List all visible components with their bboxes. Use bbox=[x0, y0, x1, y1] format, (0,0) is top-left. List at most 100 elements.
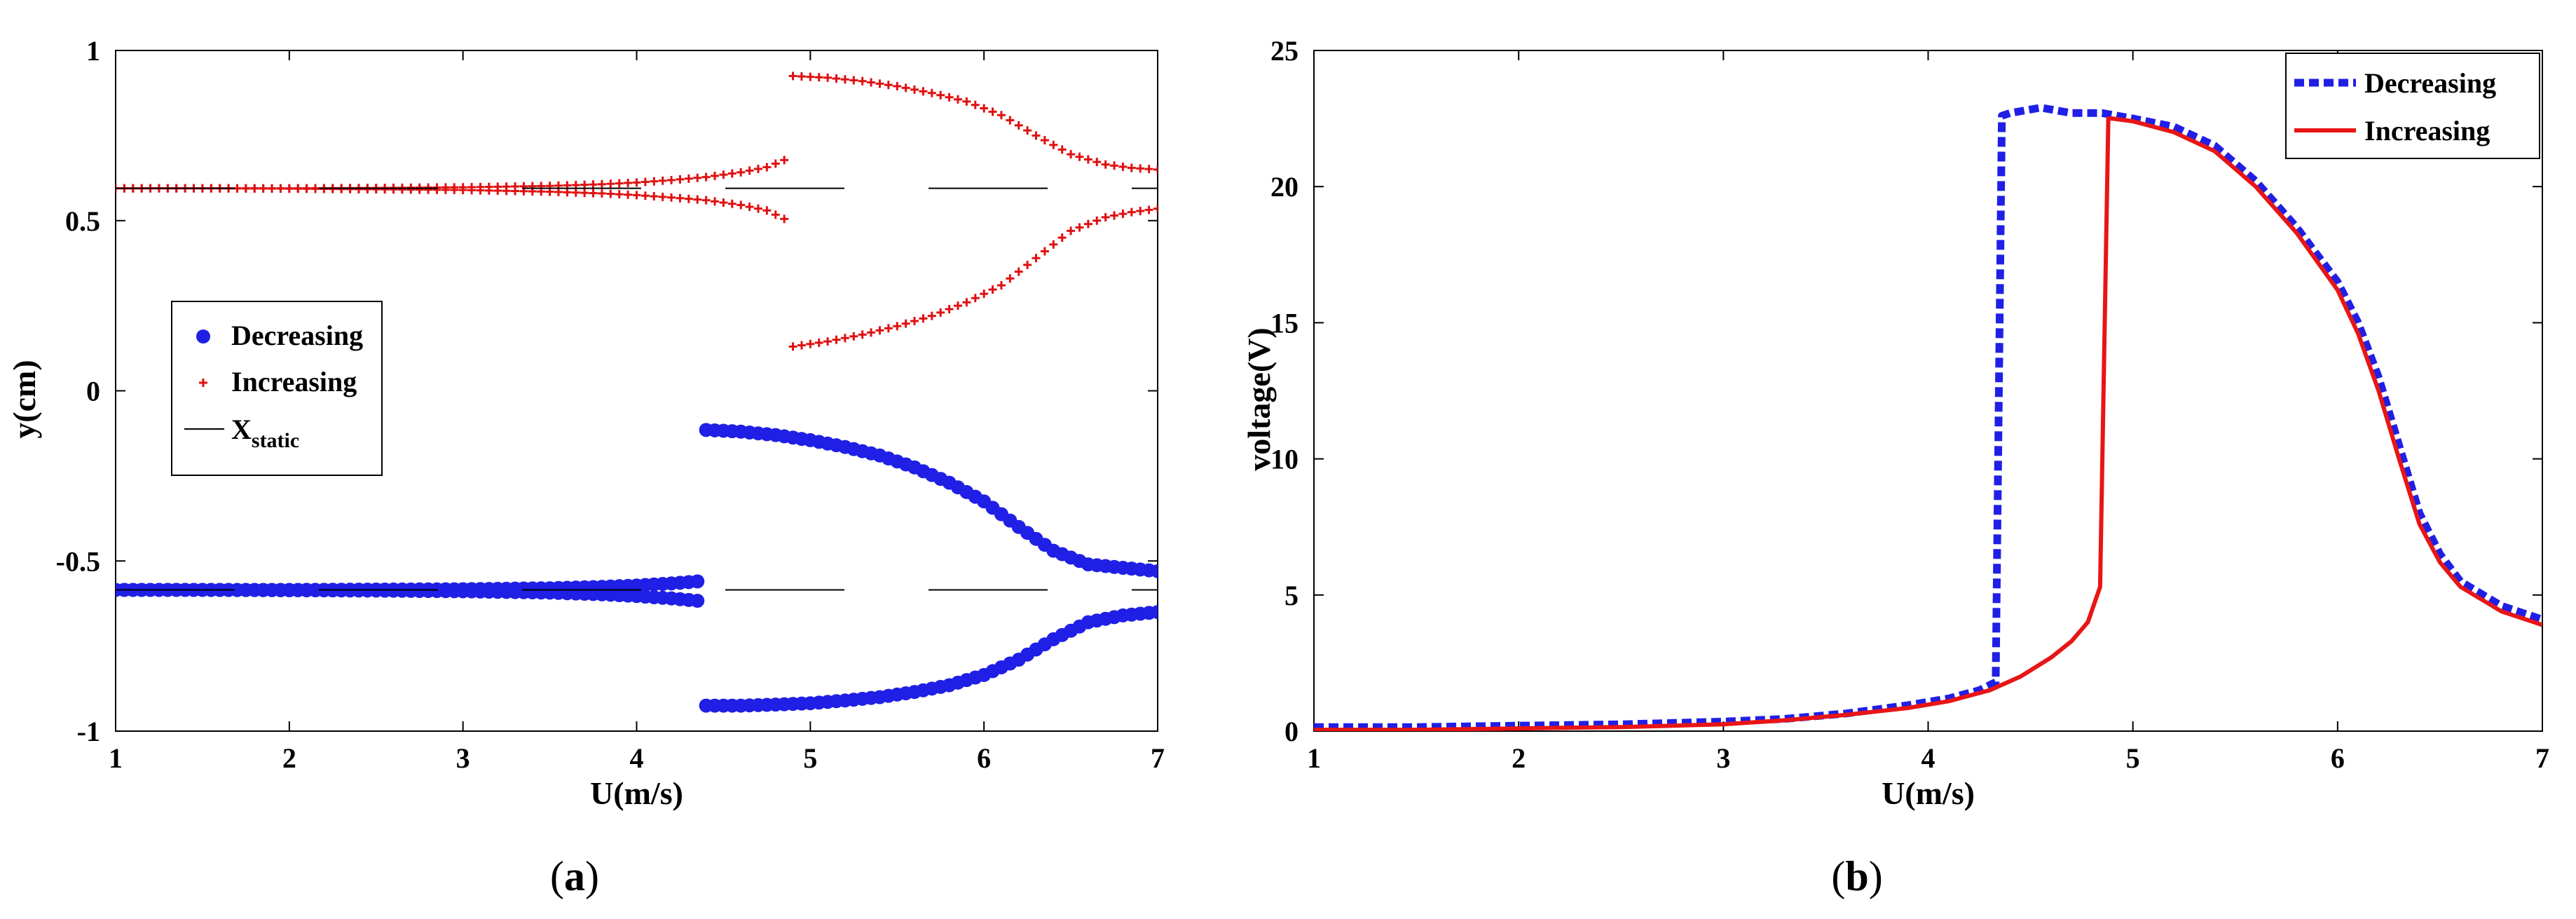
panel-letter: a bbox=[564, 853, 585, 899]
legend-static-sub: static bbox=[252, 429, 299, 452]
data-point bbox=[371, 185, 381, 194]
data-point bbox=[250, 184, 259, 193]
data-point bbox=[632, 178, 641, 187]
data-point bbox=[840, 334, 849, 343]
data-point bbox=[337, 184, 346, 193]
data-point bbox=[450, 185, 459, 194]
data-point bbox=[1092, 158, 1102, 167]
data-point bbox=[615, 190, 624, 199]
legend-static-main: X bbox=[231, 414, 252, 445]
data-point bbox=[893, 81, 902, 90]
y-tick-label: -1 bbox=[77, 716, 100, 747]
data-point bbox=[693, 195, 702, 204]
data-point bbox=[589, 180, 598, 189]
data-point bbox=[597, 179, 606, 189]
data-point bbox=[1153, 204, 1158, 213]
data-point bbox=[1136, 164, 1145, 173]
data-point bbox=[893, 322, 902, 331]
data-point bbox=[910, 85, 919, 94]
data-point bbox=[1023, 126, 1032, 135]
data-point bbox=[1014, 121, 1023, 130]
data-point bbox=[849, 76, 858, 85]
plot-area bbox=[116, 72, 1158, 713]
data-point bbox=[771, 210, 780, 219]
data-point bbox=[988, 107, 997, 116]
data-point bbox=[962, 298, 971, 307]
data-point bbox=[1040, 136, 1049, 145]
data-point bbox=[1101, 212, 1110, 222]
data-point bbox=[1040, 247, 1049, 256]
data-point bbox=[1006, 116, 1015, 125]
data-point bbox=[1136, 206, 1145, 215]
data-point bbox=[667, 175, 676, 184]
series-x-static bbox=[116, 187, 1158, 591]
y-tick-label: 0 bbox=[86, 376, 100, 407]
x-tick-label: 1 bbox=[109, 742, 123, 774]
data-point bbox=[345, 184, 355, 193]
data-point bbox=[1014, 267, 1023, 276]
data-point bbox=[780, 156, 789, 165]
data-point bbox=[632, 191, 641, 200]
x-tick-label: 4 bbox=[1921, 742, 1936, 774]
data-point bbox=[580, 189, 589, 198]
data-point bbox=[945, 93, 954, 102]
data-point bbox=[901, 319, 910, 328]
data-point bbox=[884, 81, 893, 90]
data-point bbox=[1110, 211, 1119, 220]
data-point bbox=[1127, 163, 1136, 172]
plot-area bbox=[1314, 104, 2542, 731]
data-point bbox=[363, 184, 372, 193]
x-tick-label: 7 bbox=[1151, 742, 1165, 774]
data-point bbox=[554, 187, 563, 196]
data-point bbox=[1092, 216, 1102, 225]
panel-label: (a) bbox=[550, 853, 599, 899]
data-point bbox=[285, 184, 294, 193]
y-axis-label: voltage(V) bbox=[1241, 327, 1277, 470]
data-point bbox=[980, 104, 989, 113]
data-point bbox=[823, 73, 833, 82]
x-axis-label: U(m/s) bbox=[1882, 775, 1975, 811]
y-tick-label: 10 bbox=[1270, 444, 1299, 475]
data-point bbox=[780, 215, 789, 224]
data-point bbox=[294, 184, 303, 193]
data-point bbox=[615, 179, 624, 188]
data-point bbox=[311, 184, 320, 193]
legend-label-decreasing: Decreasing bbox=[2364, 67, 2496, 99]
data-point bbox=[797, 341, 806, 350]
data-point bbox=[1083, 155, 1092, 164]
data-point bbox=[693, 173, 702, 182]
data-point bbox=[415, 185, 424, 194]
data-point bbox=[745, 166, 754, 175]
data-point bbox=[1067, 150, 1076, 159]
data-point bbox=[650, 192, 659, 201]
data-point bbox=[684, 194, 693, 203]
data-point bbox=[484, 186, 493, 195]
data-point bbox=[1067, 226, 1076, 236]
data-point bbox=[1032, 131, 1041, 140]
y-tick-label: 25 bbox=[1270, 35, 1299, 67]
legend-label-increasing: Increasing bbox=[2364, 115, 2490, 147]
legend: Decreasing Increasing Xstatic bbox=[171, 301, 383, 476]
data-point bbox=[737, 200, 746, 210]
data-point bbox=[624, 190, 633, 199]
x-tick-label: 4 bbox=[630, 742, 644, 774]
data-point bbox=[1057, 145, 1067, 154]
data-point bbox=[884, 324, 893, 333]
data-point bbox=[814, 338, 823, 347]
data-point bbox=[727, 169, 737, 178]
data-point bbox=[1144, 165, 1153, 174]
data-point bbox=[424, 185, 433, 194]
legend-box bbox=[2285, 53, 2540, 159]
data-point bbox=[1151, 605, 1158, 620]
data-point bbox=[996, 111, 1006, 120]
legend-marker-decreasing bbox=[196, 329, 210, 343]
data-point bbox=[701, 196, 711, 205]
y-tick-label: 15 bbox=[1270, 307, 1299, 339]
data-point bbox=[493, 186, 502, 196]
legend-marker-increasing bbox=[199, 379, 207, 387]
data-point bbox=[771, 159, 780, 168]
data-point bbox=[927, 88, 936, 97]
data-point bbox=[684, 174, 693, 183]
x-tick-label: 3 bbox=[456, 742, 470, 774]
data-point bbox=[840, 75, 849, 84]
